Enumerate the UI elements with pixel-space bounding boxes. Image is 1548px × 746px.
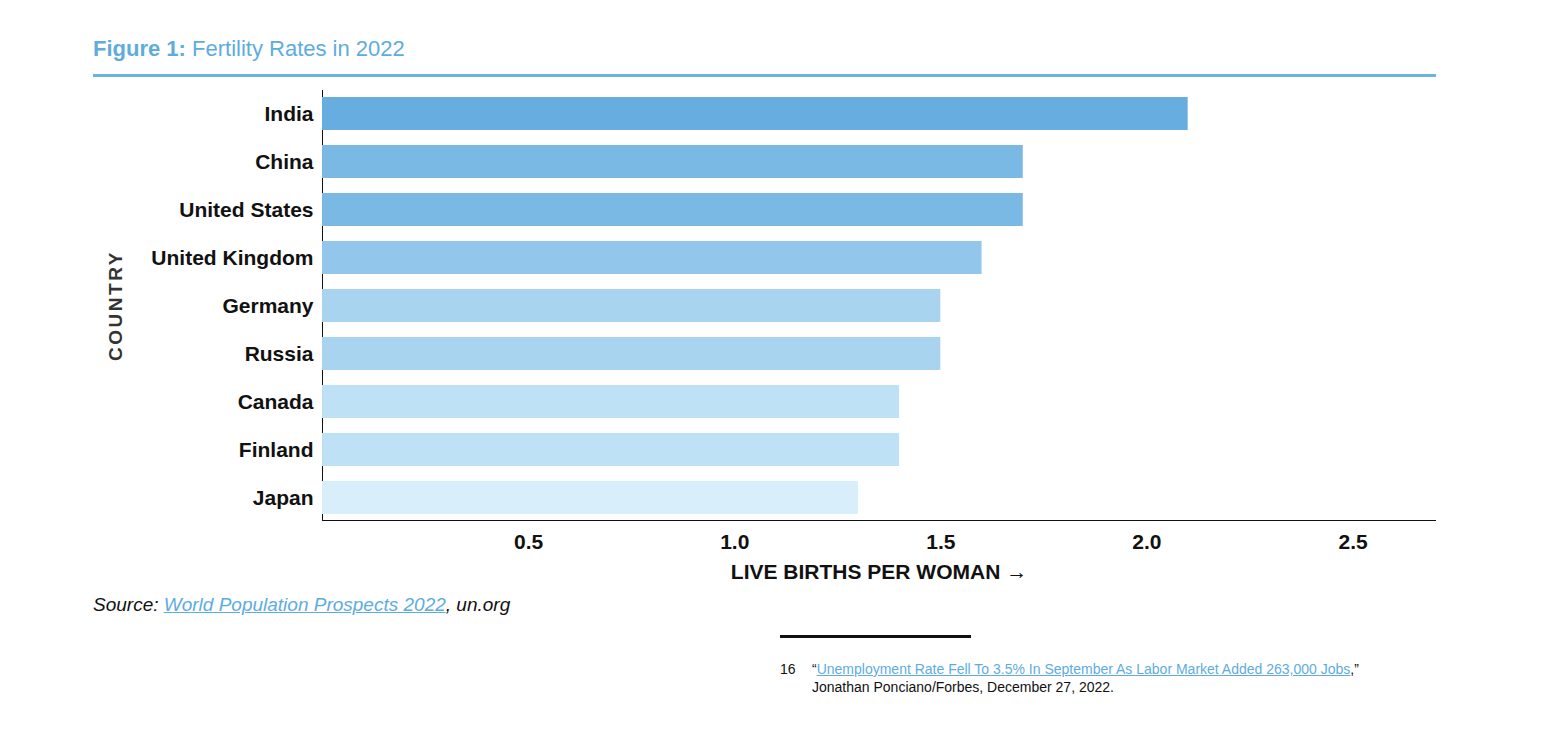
svg-text:Canada: Canada [238, 390, 314, 413]
svg-text:COUNTRY: COUNTRY [105, 250, 126, 361]
svg-text:Finland: Finland [239, 438, 314, 461]
svg-text:Russia: Russia [245, 342, 314, 365]
html-text:16: 16 [780, 661, 796, 677]
html-text:Source: World Population Prosp: Source: World Population Prospects 2022,… [93, 594, 511, 615]
svg-text:0.5: 0.5 [514, 530, 544, 553]
svg-text:1.0: 1.0 [720, 530, 749, 553]
svg-text:Japan: Japan [253, 486, 314, 509]
svg-text:China: China [255, 150, 314, 173]
svg-text:2.5: 2.5 [1338, 530, 1368, 553]
svg-text:LIVE BIRTHS PER WOMAN →: LIVE BIRTHS PER WOMAN → [731, 560, 1027, 583]
svg-text:United States: United States [179, 198, 313, 221]
html-text:“ Unemployment Rate Fell To 3.: “ Unemployment Rate Fell To 3.5% In Sept… [812, 661, 1359, 677]
svg-text:2.0: 2.0 [1132, 530, 1161, 553]
svg-text:1.5: 1.5 [926, 530, 956, 553]
svg-text:Germany: Germany [222, 294, 313, 317]
html-text:Jonathan Ponciano/Forbes, Dece: Jonathan Ponciano/Forbes, December 27, 2… [812, 679, 1114, 695]
svg-text:India: India [264, 102, 313, 125]
html-text:Figure 1: Fertility Rates in 2: Figure 1: Fertility Rates in 2022 [93, 36, 405, 61]
svg-text:United Kingdom: United Kingdom [151, 246, 313, 269]
